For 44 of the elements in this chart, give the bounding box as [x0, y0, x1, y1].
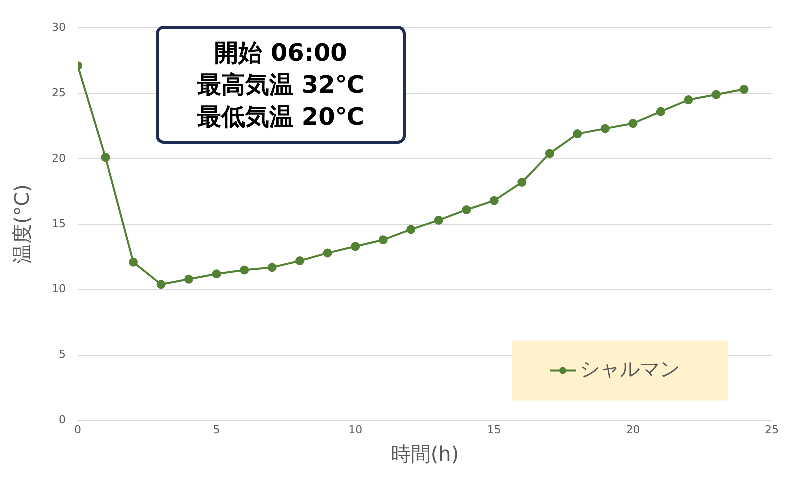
point [600, 124, 610, 134]
y-tick-label: 30 [52, 20, 66, 34]
x-axis-title: 時間(h) [390, 442, 460, 466]
point [406, 225, 416, 234]
point [184, 274, 194, 284]
point [378, 236, 388, 245]
x-tick-label: 0 [74, 423, 82, 436]
point [545, 149, 554, 158]
x-tick-label: 5 [213, 423, 220, 436]
point [656, 107, 666, 116]
point [296, 256, 305, 266]
point [101, 153, 110, 162]
point [712, 90, 721, 100]
annotation: 最低気温 20℃ [196, 102, 366, 133]
point [573, 130, 582, 139]
point [268, 263, 277, 272]
point [212, 270, 222, 279]
y-tick-label: 10 [52, 282, 66, 296]
legend-label: シャルマン [580, 357, 680, 382]
point [351, 242, 360, 252]
point [323, 248, 332, 258]
point [518, 178, 527, 187]
x-tick-label: 25 [765, 423, 779, 436]
point [462, 206, 472, 214]
y-tick-label: 5 [58, 348, 66, 362]
x-tick-label: 10 [348, 423, 363, 436]
y-tick-label: 0 [58, 414, 66, 427]
point [740, 85, 749, 94]
y-tick-label: 25 [52, 86, 66, 100]
x-tick-label: 15 [487, 423, 502, 436]
point [684, 96, 694, 105]
banner-frame: 開始 06:00 最高気温 32℃ 最低気温 20℃ [156, 26, 406, 144]
point [240, 266, 250, 275]
point [490, 196, 499, 206]
point [129, 258, 138, 267]
point [434, 216, 444, 225]
point [628, 119, 638, 128]
annotation: 最高気温 32℃ [196, 70, 366, 101]
annotation: 開始 06:00 [214, 38, 348, 69]
point [156, 280, 166, 290]
y-tick-label: 20 [52, 152, 66, 165]
y-axis-title: 温度(°C) [10, 184, 34, 264]
y-tick-label: 15 [52, 217, 66, 230]
x-tick-label: 20 [626, 423, 640, 436]
